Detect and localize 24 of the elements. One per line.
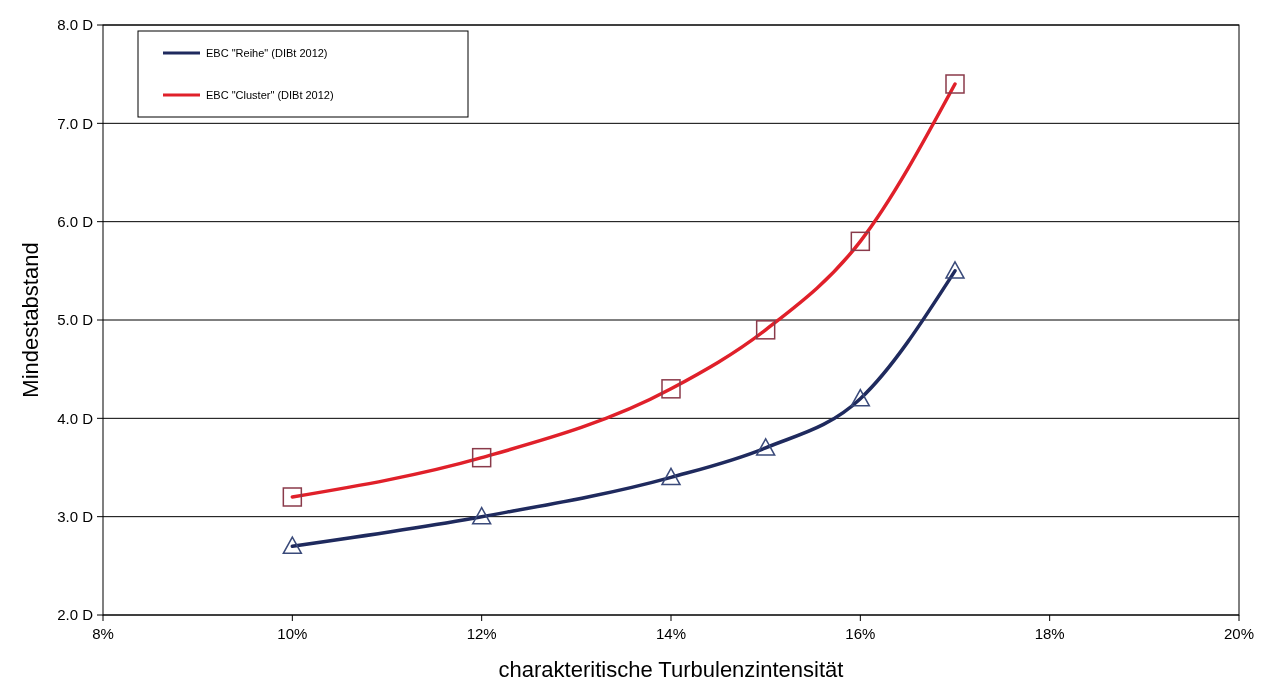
y-tick-label: 5.0 D (57, 311, 94, 329)
x-tick-label: 16% (845, 625, 876, 642)
legend-label: EBC "Reihe" (DIBt 2012) (206, 46, 328, 59)
x-tick-label: 20% (1223, 625, 1255, 642)
point (282, 536, 303, 555)
y-tick-label: 6.0 D (57, 212, 94, 230)
y-tick-label: 8.0 D (57, 16, 94, 34)
point (471, 506, 492, 525)
legend-label: EBC "Cluster" (DIBt 2012) (206, 88, 334, 101)
y-axis-title: Mindestabstand (18, 242, 43, 398)
y-tick-label: 7.0 D (57, 114, 94, 132)
point (661, 467, 681, 486)
point (945, 261, 965, 279)
y-tick-label: 3.0 D (57, 507, 94, 525)
point (850, 388, 871, 407)
x-tick-label: 8% (92, 625, 114, 642)
x-tick-label: 18% (1034, 625, 1065, 642)
x-tick-label: 14% (655, 625, 687, 642)
point (755, 438, 776, 456)
x-tick-label: 12% (466, 625, 497, 642)
x-tick-label: 10% (277, 625, 308, 642)
y-tick-label: 2.0 D (57, 606, 94, 624)
x-axis-title: charakteritische Turbulenzintensität (498, 657, 844, 682)
y-tick-label: 4.0 D (57, 409, 94, 427)
